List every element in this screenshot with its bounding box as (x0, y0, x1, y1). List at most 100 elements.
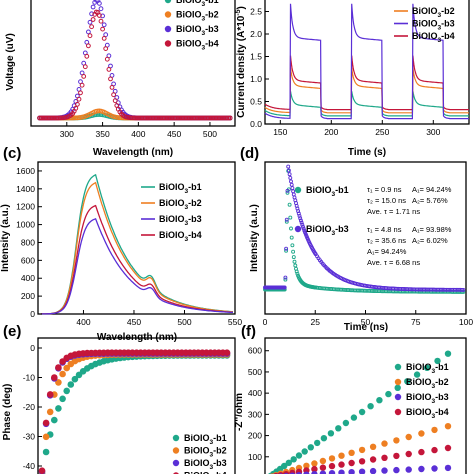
panel-a-x-tick-label: 500 (203, 129, 217, 139)
panel-c-legend-entry-sub: 3 (185, 236, 189, 243)
panel-f-point-b3 (369, 467, 377, 474)
panel-d-legend-marker-b1 (294, 186, 302, 194)
panel-c-x-tick-label: 500 (177, 317, 191, 327)
panel-b-series-b3 (264, 3, 469, 120)
panel-f-point-b2 (381, 440, 388, 447)
panel-f-point-b4 (358, 458, 366, 465)
panel-d-point-b3 (298, 218, 303, 223)
panel-a-point-b4 (150, 115, 156, 121)
panel-a-point-b4 (112, 98, 118, 104)
panel-f-point-b1 (385, 390, 392, 398)
panel-f-point-b1 (367, 403, 374, 410)
panel-f-point-b3 (418, 465, 425, 473)
panel-a-point-b4 (57, 115, 63, 121)
panel-b-axes (264, 0, 470, 125)
panel-a-point-b4 (78, 90, 83, 96)
panel-f-point-b3 (348, 469, 355, 474)
panel-d-point-b1 (290, 243, 295, 248)
panel-a-point-b4 (185, 115, 191, 121)
panel-d-annotation-b1: A₂= 5.76% (412, 196, 448, 205)
panel-a-point-b4 (98, 18, 104, 24)
panel-d-label: (d) (240, 145, 259, 162)
panel-e-legend-entry-base: BiOIO (184, 433, 210, 443)
panel-c-legend-entry-sub: 3 (185, 204, 189, 211)
panel-a-legend-entry-b3: BiOIO3-b3 (176, 24, 219, 37)
panel-f-point-b1 (301, 448, 308, 455)
panel-a-point-b4 (54, 115, 60, 121)
panel-f-point-b1 (413, 371, 421, 378)
panel-b-xlabel: Time (s) (348, 147, 386, 158)
panel-b-y-tick-label: 0.5 (250, 97, 262, 107)
panel-f-point-b1 (358, 408, 366, 416)
panel-a-point-b2 (75, 115, 80, 121)
panel-a-point-b4 (45, 115, 50, 121)
panel-a-point-b4 (147, 115, 153, 121)
panel-f-point-b1 (444, 350, 452, 357)
panel-a-point-b4 (180, 115, 186, 121)
panel-e-point-b2 (42, 433, 50, 441)
panel-c: (c) 400 450 500 550 0 200 400 600 800 1000 1200 14… (0, 145, 242, 343)
panel-d-point-b3 (300, 222, 305, 227)
panel-f-legend-marker-b1 (394, 363, 402, 371)
panel-f-y-tick-label: 400 (248, 388, 262, 398)
panel-e-legend-entry-b2: BiOIO3-b2 (184, 446, 227, 459)
panel-f-point-b4 (369, 456, 377, 463)
panel-a-point-b4 (144, 115, 150, 121)
panel-f-point-b4 (444, 444, 452, 452)
panel-a-point-b3 (97, 1, 102, 6)
panel-f-axes (264, 337, 467, 474)
panel-a-point-b4 (104, 56, 110, 62)
panel-e-point-b1 (67, 381, 75, 388)
panel-a-point-b2 (117, 115, 123, 121)
panel-a-legend-entry-suffix: -b2 (205, 10, 219, 20)
panel-e-legend-entry-suffix: -b2 (213, 446, 227, 456)
panel-d-point-b3 (303, 230, 308, 235)
panel-f-point-b2 (311, 460, 318, 467)
panel-b-legend-entry-b3: BiOIO3-b3 (412, 19, 455, 32)
panel-a-point-b4 (90, 17, 96, 22)
panel-f-y-tick-label: 300 (248, 409, 262, 419)
panel-b-y-tick-label: 1.5 (250, 52, 262, 62)
panel-d-point-b1 (289, 235, 294, 240)
panel-d-annotation-b3: A₁= 93.98% (412, 225, 452, 234)
panel-a-xticks: 300 350 400 450 500 (60, 122, 217, 139)
panel-a-point-b4 (46, 115, 52, 121)
panel-a-point-b4 (171, 115, 176, 121)
panel-a-point-b4 (51, 115, 57, 121)
panel-f-yticks: 0100200300400500600 (248, 346, 269, 474)
panel-f-point-b4 (348, 459, 355, 467)
panel-d-x-tick-label: 50 (361, 317, 371, 327)
panel-a-point-b4 (138, 115, 143, 121)
panel-f-point-b1 (404, 378, 411, 385)
panel-a-point-b4 (84, 53, 90, 59)
panel-c-legend-entry-base: BiOIO (159, 198, 185, 208)
panel-a-ylabel: Voltage (uV) (5, 33, 16, 91)
panel-e-legend-entry-suffix: -b4 (213, 471, 227, 474)
panel-f-y-tick-label: 500 (248, 367, 262, 377)
panel-a-point-b4 (197, 115, 203, 121)
panel-a-point-b3 (101, 22, 107, 28)
panel-a-point-b2 (73, 115, 79, 121)
panel-d-point-b3 (287, 172, 292, 177)
panel-a-point-b4 (177, 115, 183, 121)
panel-f-y-tick-label: 200 (248, 431, 262, 441)
panel-a-point-b3 (87, 19, 93, 25)
panel-d-point-b1 (295, 271, 300, 276)
panel-a-point-b4 (199, 115, 205, 121)
panel-d-legend-entry-b1: BiOIO3-b1 (306, 185, 349, 198)
panel-f-legend-entry-b1: BiOIO3-b1 (406, 362, 449, 375)
panel-c-legend-entry-base: BiOIO (159, 214, 185, 224)
panel-f-point-b1 (423, 364, 431, 371)
panel-a-point-b4 (79, 82, 85, 88)
panel-e-legend-entry-b3: BiOIO3-b3 (184, 458, 227, 471)
panel-b-x-tick-label: 150 (273, 127, 287, 137)
panel-a-point-b4 (87, 33, 93, 39)
panel-d-point-b3 (285, 188, 290, 193)
panel-f-point-b1 (434, 357, 441, 365)
panel-a-point-b4 (81, 74, 87, 79)
panel-d-point-b1 (289, 226, 293, 231)
panel-b-ylabel-main: Current density (A*10 (236, 15, 247, 118)
panel-a-point-b4 (223, 115, 228, 121)
